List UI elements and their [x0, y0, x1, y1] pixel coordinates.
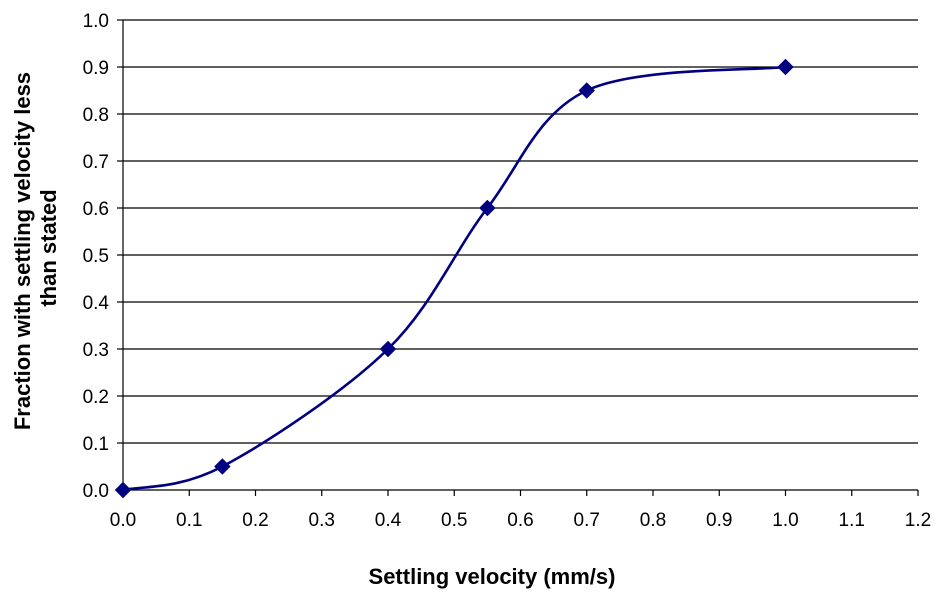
y-tick-label: 1.0 — [83, 11, 109, 32]
x-tick-label: 0.8 — [640, 510, 666, 531]
x-tick-label: 1.1 — [839, 510, 865, 531]
y-tick-label: 0.5 — [83, 246, 109, 267]
data-point-marker — [777, 58, 794, 76]
y-axis-title: Fraction with settling velocity less tha… — [10, 66, 61, 430]
y-axis — [117, 19, 124, 491]
y-tick-label: 0.8 — [83, 105, 109, 126]
x-tick-label: 0.1 — [176, 510, 202, 531]
x-tick-label: 0.0 — [110, 510, 136, 531]
x-tick-labels: 0.0 0.1 0.2 0.3 0.4 0.5 0.6 0.7 0.8 0.9 1.0 1.1 1.2 — [110, 510, 931, 531]
x-axis-title: Settling velocity (mm/s) — [369, 564, 616, 589]
x-tick-label: 0.6 — [507, 510, 533, 531]
data-point-marker — [114, 481, 132, 499]
y-tick-label: 0.1 — [83, 434, 109, 455]
x-tick-label: 0.7 — [574, 510, 600, 531]
data-point-marker — [578, 82, 595, 99]
y-tick-label: 0.2 — [83, 387, 109, 408]
gridlines — [123, 19, 918, 444]
x-tick-label: 1.2 — [905, 510, 931, 531]
series-path — [122, 65, 786, 492]
x-tick-label: 0.9 — [706, 510, 732, 531]
x-axis — [122, 489, 919, 496]
y-tick-label: 0.4 — [83, 293, 110, 314]
series-markers — [114, 58, 794, 499]
x-tick-label: 1.0 — [772, 510, 798, 531]
x-tick-label: 0.5 — [441, 510, 467, 531]
x-tick-label: 0.2 — [242, 510, 268, 531]
series-line — [122, 65, 786, 492]
y-tick-label: 0.0 — [83, 481, 109, 502]
y-axis-title-line-1: Fraction with settling velocity less — [10, 72, 35, 430]
x-tick-label: 0.3 — [309, 510, 335, 531]
y-tick-label: 0.9 — [83, 58, 109, 79]
data-point-marker — [379, 340, 397, 358]
y-tick-label: 0.7 — [83, 152, 109, 173]
y-tick-label: 0.6 — [83, 199, 109, 220]
data-point-marker — [479, 199, 496, 217]
y-tick-labels: 0.0 0.1 0.2 0.3 0.4 0.5 0.6 0.7 0.8 0.9 1.0 — [83, 11, 110, 502]
y-axis-title-line-2: than stated — [36, 189, 61, 306]
x-tick-label: 0.4 — [375, 510, 402, 531]
y-tick-label: 0.3 — [83, 340, 109, 361]
data-point-marker — [214, 458, 231, 475]
